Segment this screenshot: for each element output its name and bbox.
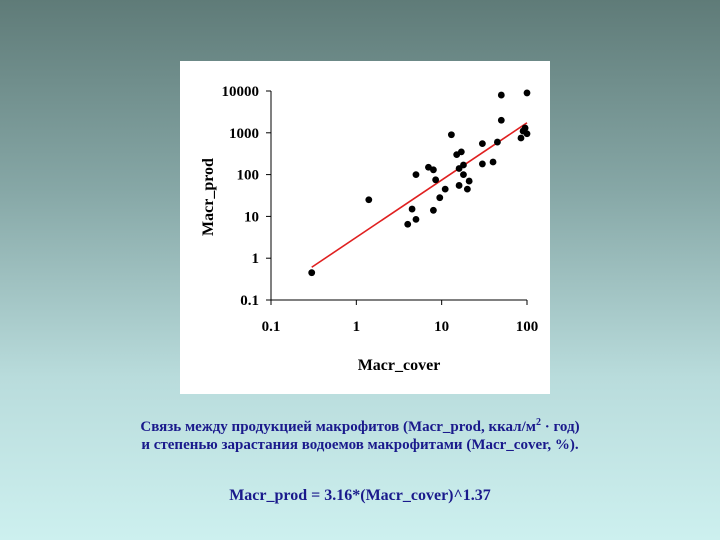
data-point: [465, 177, 473, 185]
data-point: [463, 185, 471, 193]
x-tick-label: 1: [353, 319, 361, 335]
x-tick-label: 100: [516, 319, 539, 335]
x-tick-label: 0.1: [262, 319, 281, 335]
fit-formula: Macr_prod = 3.16*(Macr_cover)^1.37: [229, 487, 491, 504]
data-point: [447, 131, 455, 139]
data-point: [365, 196, 373, 204]
y-tick-label: 10000: [222, 84, 260, 100]
data-point: [412, 215, 420, 223]
caption-superscript: 2: [535, 417, 541, 428]
scatter-chart: 0.1 1 10 100 0.1 1 10 100 1000 10000 Macr_cover M…: [200, 84, 539, 374]
x-tick-label: 10: [434, 319, 449, 335]
data-point: [408, 205, 416, 213]
data-point: [308, 269, 316, 277]
data-point: [460, 161, 467, 169]
chart-panel: 0.1 1 10 100 0.1 1 10 100 1000 10000 Macr_cover M…: [180, 61, 550, 394]
y-tick-label: 10: [244, 209, 259, 225]
data-point: [429, 206, 437, 214]
fit-layer: [311, 122, 528, 268]
data-point: [521, 124, 529, 132]
y-tick-label: 1000: [229, 126, 259, 142]
y-tick-label: 100: [237, 168, 260, 184]
x-axis-label: Macr_cover: [358, 357, 441, 374]
y-tick-label: 0.1: [240, 293, 259, 309]
data-point: [436, 194, 444, 202]
caption-line-1: Связь между продукцией макрофитов (Macr_…: [0, 413, 720, 437]
data-point: [523, 89, 531, 97]
data-point: [517, 134, 525, 142]
data-point: [455, 182, 463, 189]
y-tick-label: 1: [252, 251, 260, 267]
data-point: [404, 220, 412, 228]
caption-line-2: и степенью зарастания водоемов макрофита…: [141, 437, 579, 453]
data-point: [489, 158, 497, 166]
data-point: [497, 91, 505, 99]
fit-line: [311, 122, 528, 268]
data-point: [441, 185, 449, 193]
data-point: [429, 166, 437, 174]
data-point: [478, 140, 486, 148]
y-axis-label: Macr_prod: [200, 158, 217, 236]
data-point: [457, 148, 465, 156]
data-point: [432, 176, 440, 184]
data-point: [494, 138, 501, 146]
data-point: [523, 130, 531, 138]
caption-line-1-text: Связь между продукцией макрофитов (Macr_…: [140, 419, 536, 435]
data-point: [497, 116, 505, 124]
points-layer: [308, 89, 531, 277]
data-point: [478, 160, 486, 168]
data-point: [412, 171, 420, 178]
data-point: [460, 171, 467, 178]
caption-line-1-end: · год): [540, 419, 580, 435]
axes: 0.1 1 10 100 0.1 1 10 100 1000 10000: [222, 84, 539, 335]
